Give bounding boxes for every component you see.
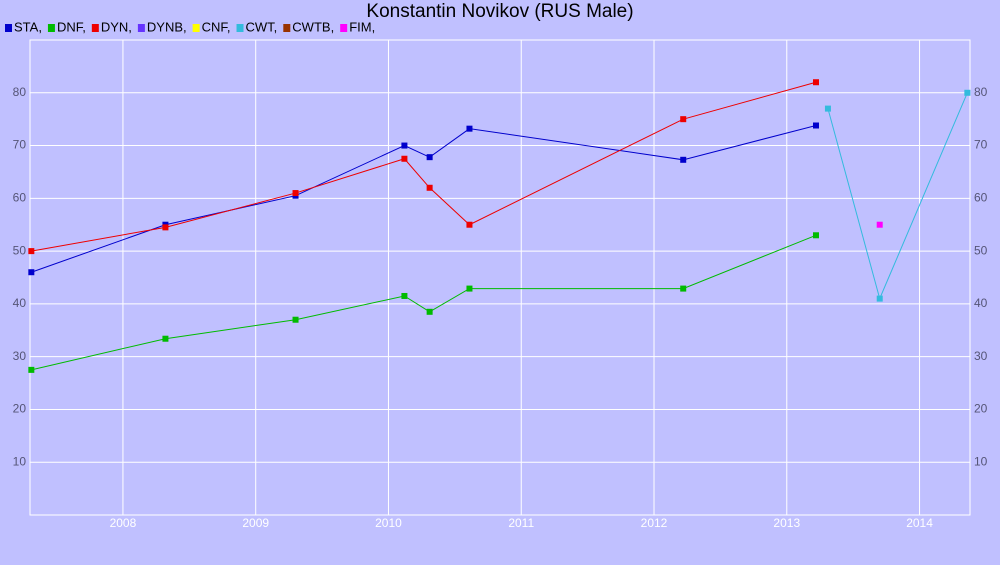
point (426, 308, 433, 315)
y-tick-label-right: 60 (974, 191, 988, 205)
series-line (31, 81, 817, 252)
y-tick-label-right: 30 (974, 349, 988, 363)
chart-title: Konstantin Novikov (RUS Male) (366, 1, 633, 22)
series-line (31, 234, 817, 371)
y-tick-label-right: 80 (974, 85, 988, 99)
x-tick-label: 2011 (508, 516, 534, 530)
legend-swatch (283, 24, 291, 32)
point (162, 224, 169, 231)
point (162, 335, 169, 342)
y-tick-label-right: 10 (974, 454, 988, 468)
point (680, 285, 687, 292)
point (426, 154, 433, 161)
legend-label: FIM, (349, 19, 375, 34)
x-tick-label: 2008 (110, 516, 137, 530)
legend-label: DYN, (101, 19, 132, 34)
y-tick-label: 40 (13, 296, 27, 310)
point (401, 142, 408, 149)
y-tick-label-right: 40 (974, 296, 988, 310)
point (876, 295, 883, 302)
y-tick-label: 50 (13, 243, 27, 257)
point (292, 190, 299, 197)
point (812, 79, 819, 86)
point (401, 292, 408, 299)
point (812, 122, 819, 129)
legend-label: DYNB, (147, 19, 187, 34)
y-tick-label: 30 (13, 349, 27, 363)
legend-label: CWT, (246, 19, 278, 34)
point (876, 221, 883, 228)
x-tick-label: 2013 (773, 516, 800, 530)
y-tick-label: 10 (13, 454, 27, 468)
point (28, 366, 35, 373)
y-tick-label-right: 70 (974, 138, 988, 152)
legend-label: DNF, (57, 19, 86, 34)
series-line (31, 125, 817, 273)
y-tick-label-right: 20 (974, 402, 988, 416)
legend-swatch (47, 24, 55, 32)
point (28, 248, 35, 255)
legend-swatch (5, 24, 12, 32)
legend-label: CWTB, (292, 19, 334, 34)
y-tick-label-right: 50 (974, 243, 988, 257)
legend-label: CNF, (202, 19, 231, 34)
legend-swatch (137, 24, 145, 32)
point (680, 116, 687, 123)
point (812, 232, 819, 239)
x-tick-label: 2012 (641, 516, 668, 530)
point (401, 155, 408, 162)
y-tick-label: 80 (13, 85, 27, 99)
legend-label: STA, (14, 19, 42, 34)
plot-area (29, 39, 971, 516)
point (466, 221, 473, 228)
y-tick-label: 70 (13, 138, 27, 152)
point (426, 184, 433, 191)
legend-swatch (91, 24, 99, 32)
point (824, 105, 831, 112)
legend-swatch (236, 24, 244, 32)
legend-swatch (192, 24, 200, 32)
point (292, 316, 299, 323)
x-tick-label: 2010 (375, 516, 402, 530)
point (680, 156, 687, 163)
point (28, 269, 35, 276)
x-tick-label: 2014 (906, 516, 933, 530)
point (964, 89, 971, 96)
legend-swatch (340, 24, 348, 32)
y-tick-label: 20 (13, 402, 27, 416)
point (466, 125, 473, 132)
y-tick-label: 60 (13, 191, 27, 205)
point (466, 285, 473, 292)
x-tick-label: 2009 (242, 516, 269, 530)
